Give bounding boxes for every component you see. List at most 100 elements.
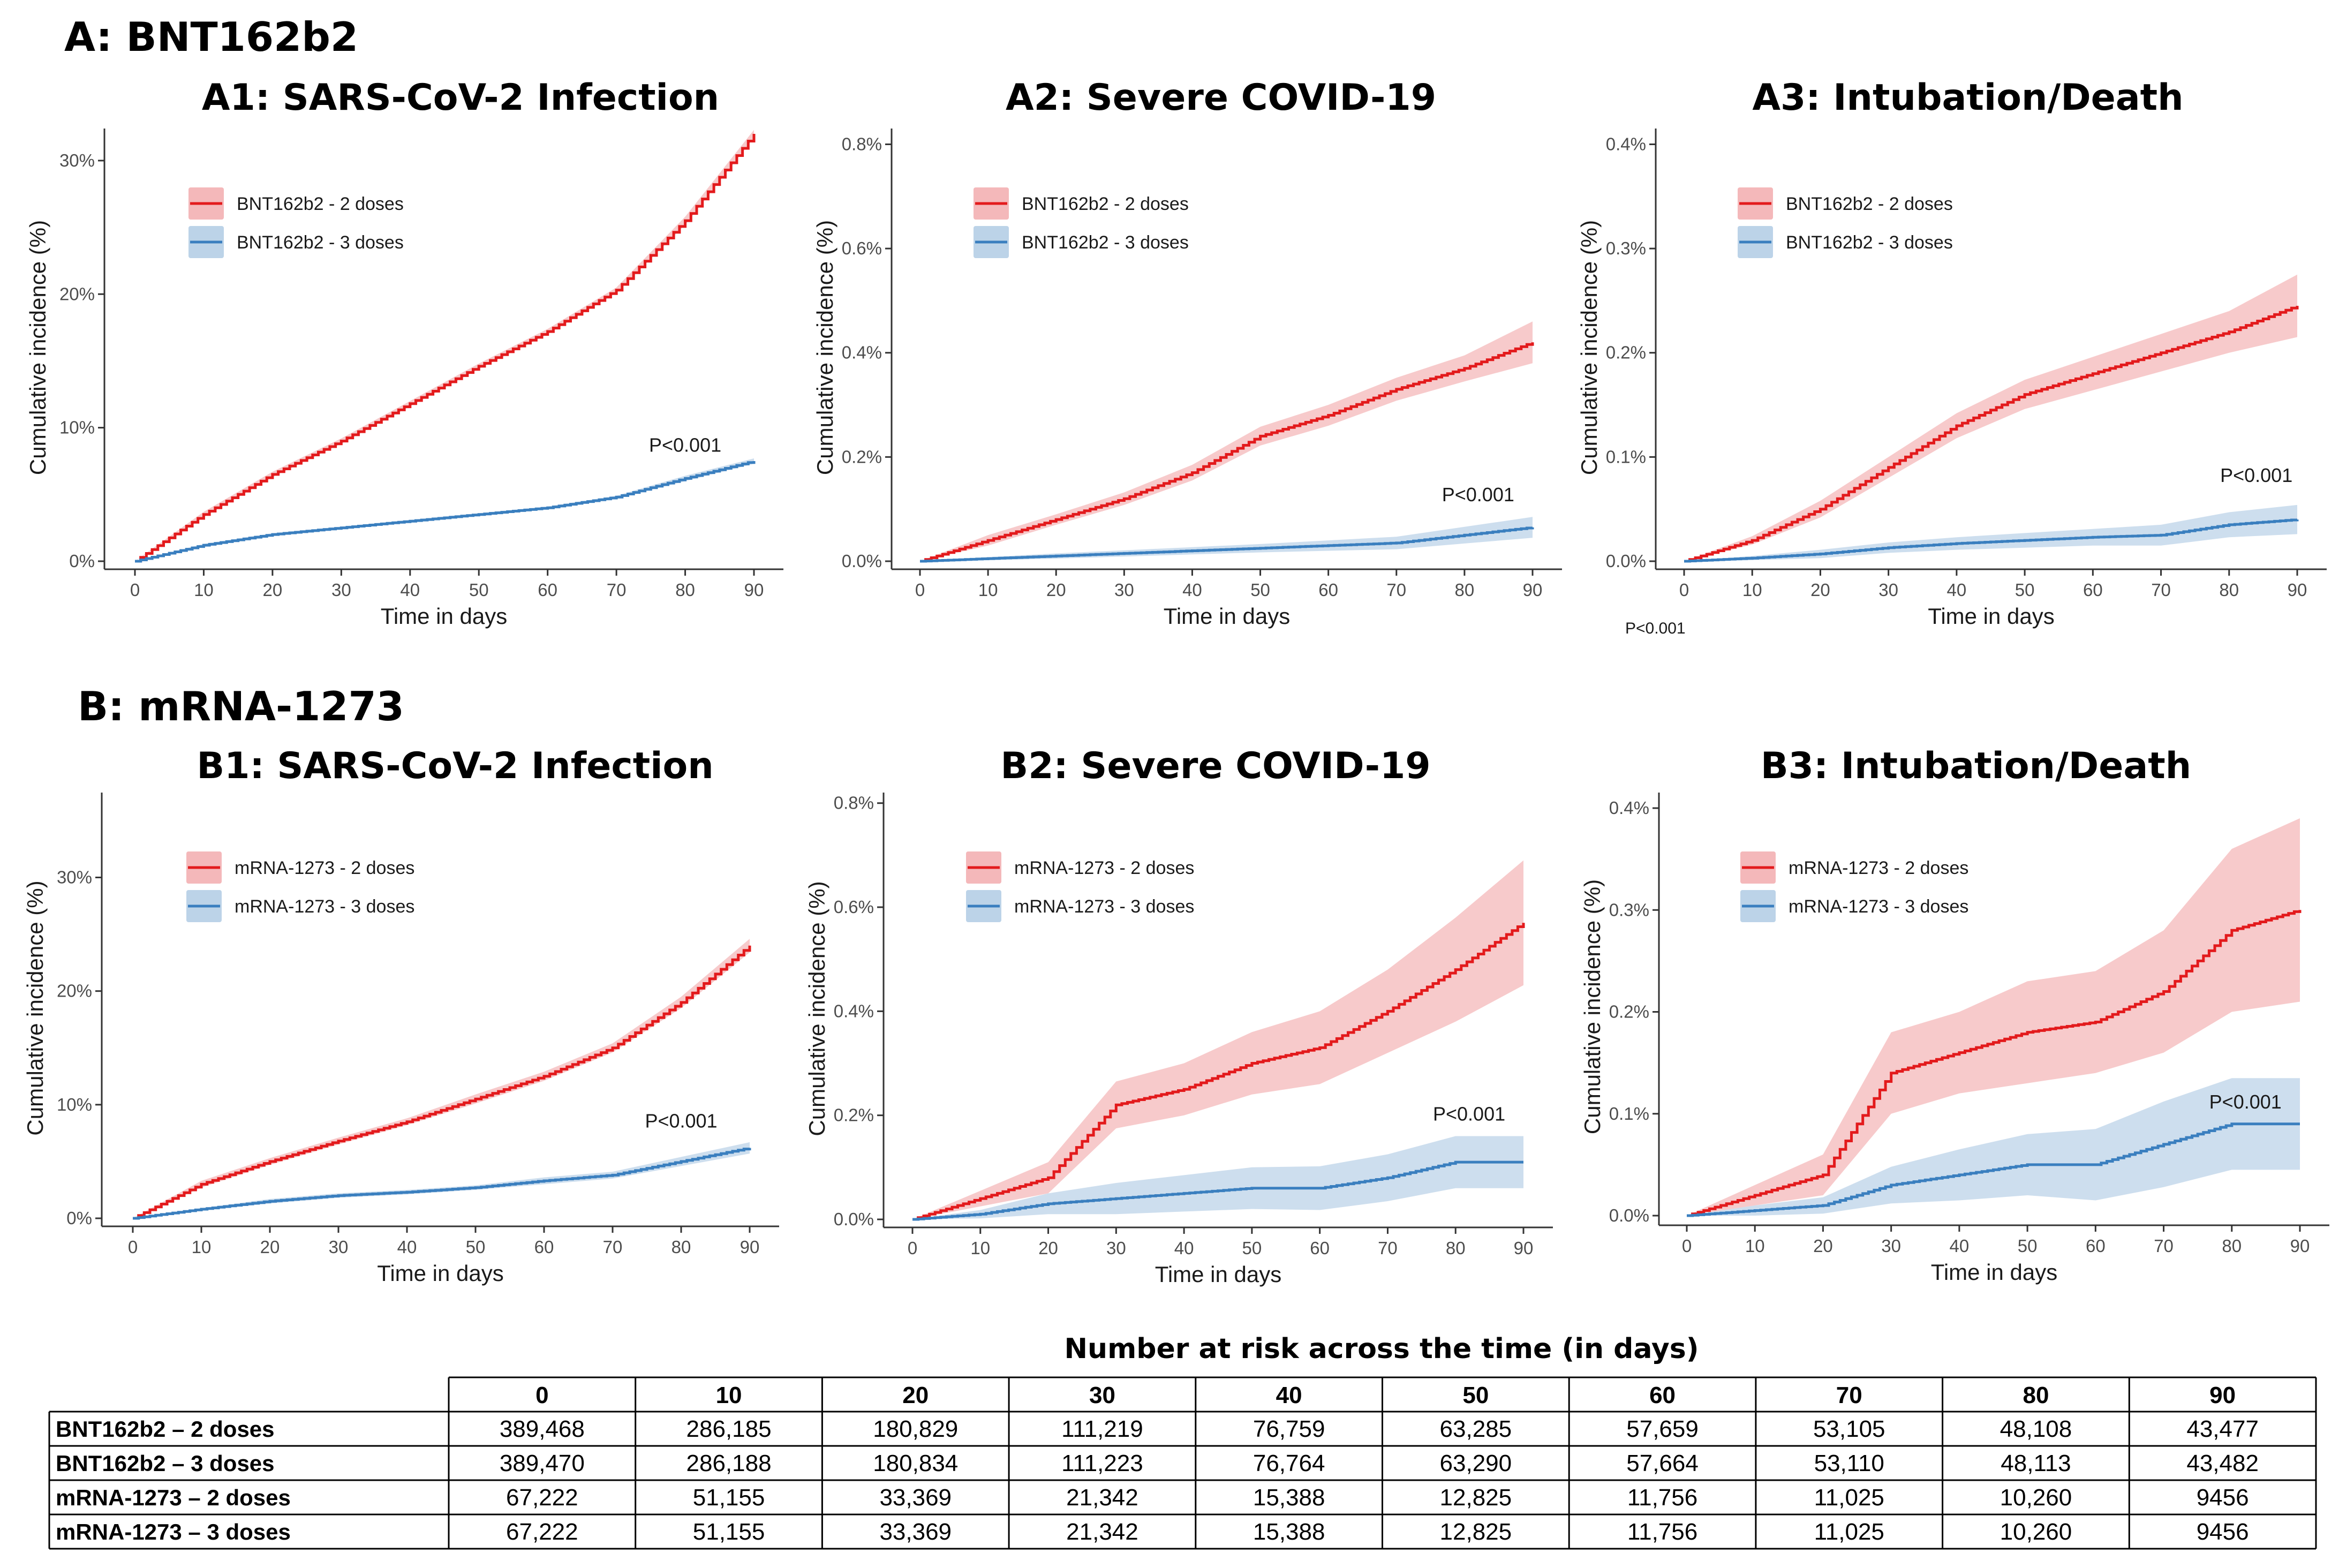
panel-a3: A3: Intubation/Death 0.0% 0.1% 0.2% 0.3% 0.4%… xyxy=(1576,77,2327,629)
table-cell: 63,290 xyxy=(1440,1450,1512,1476)
x-tick-label: 50 xyxy=(469,580,489,600)
table-cell: 10,260 xyxy=(2000,1519,2072,1545)
table-cell: 11,756 xyxy=(1627,1484,1697,1511)
x-tick-label: 30 xyxy=(329,1237,349,1257)
table-row-label: mRNA-1273 – 3 doses xyxy=(56,1519,291,1544)
table-row-label: mRNA-1273 – 2 doses xyxy=(56,1485,291,1510)
table-cell: 180,829 xyxy=(873,1416,958,1442)
series-line-three-doses xyxy=(920,526,1534,563)
series-line-two-doses xyxy=(912,923,1525,1221)
x-tick-label: 10 xyxy=(978,580,998,600)
panel-b2: B2: Severe COVID-19 0.0% 0.2% 0.4% 0.6% 0.8% 0… xyxy=(804,745,1553,1287)
p-value-label: P<0.001 xyxy=(2220,464,2292,486)
x-tick-label: 90 xyxy=(1523,580,1543,600)
x-tick-label: 50 xyxy=(1242,1238,1262,1258)
y-tick-label: 0.0% xyxy=(1609,1205,1649,1225)
legend-label: BNT162b2 - 3 doses xyxy=(1786,232,1953,253)
x-tick-label: 20 xyxy=(1038,1238,1058,1258)
panel-b3: B3: Intubation/Death 0.0% 0.1% 0.2% 0.3% 0.4%… xyxy=(1580,745,2329,1285)
panel-a1: A1: SARS-CoV-2 Infection 0% 10% 20% 30% 0 10 20… xyxy=(25,77,783,629)
x-tick-label: 30 xyxy=(1114,580,1134,600)
y-tick-label: 0.2% xyxy=(834,1105,874,1125)
ci-band-two-doses xyxy=(1684,274,2297,561)
x-tick-label: 80 xyxy=(1446,1238,1466,1258)
table-header-cell: 70 xyxy=(1836,1382,1862,1408)
x-tick-label: 40 xyxy=(1950,1236,1970,1256)
y-tick-label: 30% xyxy=(59,150,95,170)
table-cell: 43,482 xyxy=(2186,1450,2259,1476)
ci-band-two-doses xyxy=(920,321,1533,561)
x-tick-label: 60 xyxy=(2086,1236,2106,1256)
x-tick-label: 90 xyxy=(2288,580,2307,600)
p-value-label: P<0.001 xyxy=(2209,1091,2282,1113)
x-tick-label: 50 xyxy=(2018,1236,2038,1256)
panel-title: A2: Severe COVID-19 xyxy=(1006,77,1436,119)
x-tick-label: 70 xyxy=(603,1237,623,1257)
table-cell: 11,756 xyxy=(1627,1519,1697,1545)
x-tick-label: 30 xyxy=(331,580,351,600)
x-tick-label: 60 xyxy=(534,1237,554,1257)
y-tick-label: 0.6% xyxy=(834,897,874,917)
table-cell: 57,664 xyxy=(1626,1450,1699,1476)
series-line-three-doses xyxy=(912,1160,1523,1221)
y-tick-label: 0.4% xyxy=(1609,798,1649,818)
table-cell: 57,659 xyxy=(1626,1416,1699,1442)
table-cell: 389,468 xyxy=(500,1416,585,1442)
table-cell: 9456 xyxy=(2197,1484,2249,1511)
table-header-cell: 50 xyxy=(1462,1382,1489,1408)
table-row-label: BNT162b2 – 3 doses xyxy=(56,1451,275,1476)
y-tick-label: 20% xyxy=(59,284,95,304)
table-cell: 33,369 xyxy=(879,1484,952,1511)
x-tick-label: 0 xyxy=(130,580,140,600)
x-tick-label: 0 xyxy=(1679,580,1689,600)
ci-band-three-doses xyxy=(1687,1078,2300,1216)
legend-label: BNT162b2 - 3 doses xyxy=(1022,232,1189,253)
table-cell: 286,188 xyxy=(686,1450,772,1476)
x-tick-label: 60 xyxy=(1310,1238,1330,1258)
y-tick-label: 0.0% xyxy=(842,551,882,571)
table-cell: 12,825 xyxy=(1440,1484,1512,1511)
x-tick-label: 20 xyxy=(1813,1236,1833,1256)
risk-table: Number at risk across the time (in days)… xyxy=(48,1333,2317,1550)
stray-p-value-label: P<0.001 xyxy=(1625,620,1686,637)
table-cell: 21,342 xyxy=(1066,1484,1138,1511)
table-cell: 53,110 xyxy=(1814,1450,1884,1476)
y-tick-label: 0.1% xyxy=(1606,447,1646,466)
table-cell: 76,759 xyxy=(1253,1416,1325,1442)
legend-label: mRNA-1273 - 2 doses xyxy=(1014,858,1194,878)
table-cell: 10,260 xyxy=(2000,1484,2072,1511)
table-cell: 67,222 xyxy=(506,1484,578,1511)
x-tick-label: 10 xyxy=(192,1237,212,1257)
x-tick-label: 30 xyxy=(1878,580,1898,600)
x-tick-label: 40 xyxy=(1947,580,1967,600)
section-title-a: A: BNT162b2 xyxy=(64,13,358,61)
x-axis-title: Time in days xyxy=(377,1261,504,1286)
table-header-cell: 90 xyxy=(2209,1382,2236,1408)
x-tick-label: 10 xyxy=(194,580,214,600)
legend-label: BNT162b2 - 2 doses xyxy=(1022,194,1189,214)
series-line-two-doses xyxy=(1684,306,2299,563)
panel-title: B1: SARS-CoV-2 Infection xyxy=(197,745,713,787)
table-header-cell: 30 xyxy=(1089,1382,1115,1408)
x-tick-label: 10 xyxy=(1745,1236,1765,1256)
table-cell: 12,825 xyxy=(1440,1519,1512,1545)
table-cell: 63,285 xyxy=(1440,1416,1512,1442)
x-tick-label: 90 xyxy=(740,1237,760,1257)
x-tick-label: 0 xyxy=(915,580,925,600)
table-cell: 11,025 xyxy=(1814,1519,1884,1545)
y-tick-label: 0% xyxy=(69,551,95,571)
x-tick-label: 80 xyxy=(675,580,695,600)
y-axis-title: Cumulative incidence (%) xyxy=(25,220,50,475)
panel-b1: B1: SARS-CoV-2 Infection 0% 10% 20% 30% 0 10 20… xyxy=(22,745,779,1286)
panel-title: A3: Intubation/Death xyxy=(1752,77,2183,119)
x-tick-label: 10 xyxy=(1742,580,1762,600)
table-header-cell: 40 xyxy=(1276,1382,1302,1408)
table-cell: 48,113 xyxy=(2001,1450,2071,1476)
y-tick-label: 0.2% xyxy=(1606,343,1646,363)
series-line-two-doses xyxy=(920,342,1534,563)
series-line-three-doses xyxy=(133,1148,751,1220)
y-axis-title: Cumulative incidence (%) xyxy=(1576,220,1602,475)
table-cell: 33,369 xyxy=(879,1519,952,1545)
y-tick-label: 0% xyxy=(66,1208,92,1228)
